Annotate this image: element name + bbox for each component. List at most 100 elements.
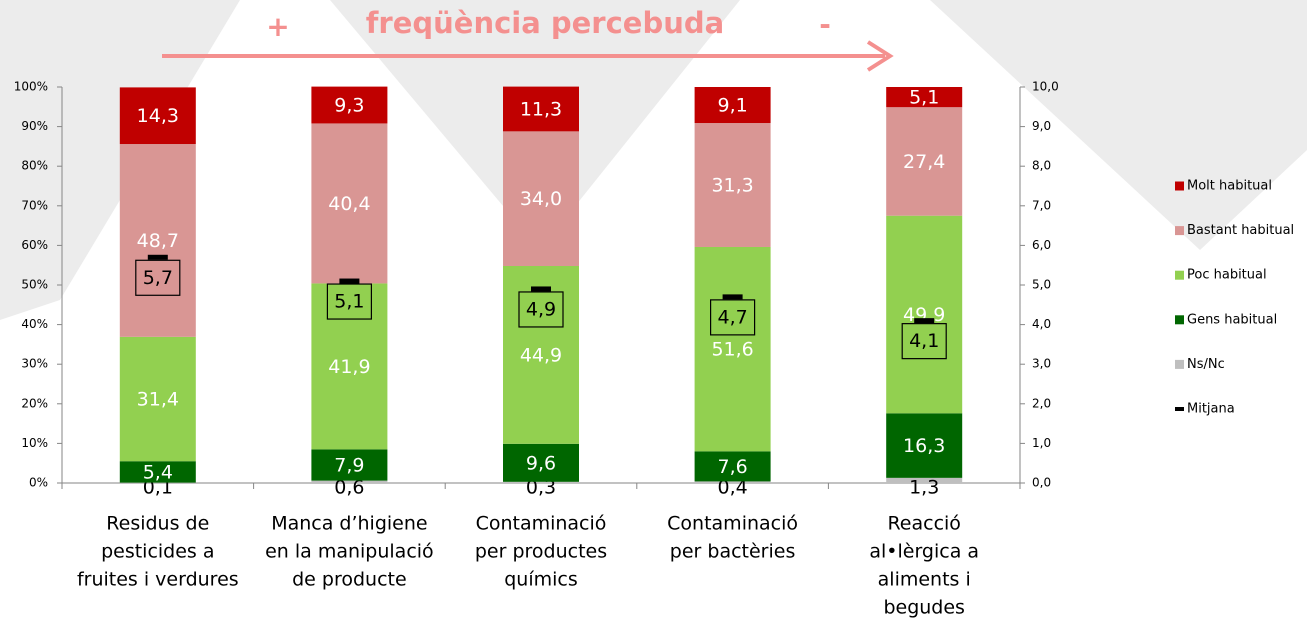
bar-segment bbox=[119, 144, 196, 337]
y-tick-label: 100% bbox=[14, 80, 48, 94]
bar-segment bbox=[311, 480, 388, 483]
x-tick-label: pesticides a bbox=[101, 541, 214, 563]
x-tick-label: per productes bbox=[475, 541, 607, 563]
mean-label: 5,1 bbox=[334, 291, 364, 313]
y2-tick-label: 2,0 bbox=[1032, 396, 1051, 410]
bar-segment bbox=[311, 123, 388, 284]
x-tick-label: al•lèrgica a bbox=[869, 541, 979, 563]
bar-segment bbox=[886, 413, 963, 478]
legend-label: Mitjana bbox=[1187, 402, 1235, 417]
watermark bbox=[930, 0, 1307, 250]
value-label: 9,6 bbox=[526, 452, 556, 474]
legend-label: Gens habitual bbox=[1187, 312, 1277, 327]
mean-box bbox=[518, 291, 564, 328]
y-tick-label: 80% bbox=[21, 159, 48, 173]
value-label: 49,9 bbox=[903, 304, 945, 326]
legend-label: Poc habitual bbox=[1187, 268, 1267, 283]
annotation: + bbox=[266, 10, 289, 43]
x-tick-label: Contaminació bbox=[476, 513, 607, 535]
value-label: 0,3 bbox=[526, 477, 556, 499]
value-label: 1,3 bbox=[909, 477, 939, 499]
value-label: 31,3 bbox=[711, 175, 753, 197]
value-label: 9,3 bbox=[334, 95, 364, 117]
x-tick-label: Contaminació bbox=[667, 513, 798, 535]
legend-swatch bbox=[1175, 315, 1184, 325]
x-tick-label: Residus de bbox=[106, 513, 209, 535]
bar-segment bbox=[503, 131, 579, 266]
x-tick-label: Reacció bbox=[887, 513, 960, 535]
y2-tick-label: 0,0 bbox=[1032, 476, 1051, 490]
value-label: 44,9 bbox=[520, 344, 562, 366]
mean-label: 4,7 bbox=[717, 306, 747, 328]
chart-title: freqüència percebuda bbox=[366, 6, 724, 40]
bar-segment bbox=[694, 87, 771, 124]
bar-segment bbox=[119, 336, 196, 462]
bar-segment bbox=[503, 481, 579, 483]
y2-tick-label: 10,0 bbox=[1032, 80, 1059, 94]
mean-box bbox=[135, 259, 181, 296]
legend-swatch bbox=[1175, 407, 1184, 411]
bar-segment bbox=[886, 87, 963, 108]
bar-segment bbox=[694, 246, 771, 452]
bar-segment bbox=[503, 443, 579, 482]
legend-label: Ns/Nc bbox=[1187, 357, 1225, 372]
value-label: 31,4 bbox=[137, 389, 179, 411]
x-tick-label: en la manipulació bbox=[265, 541, 434, 563]
y-tick-label: 60% bbox=[21, 238, 48, 252]
bar-segment bbox=[119, 461, 196, 483]
y2-tick-label: 5,0 bbox=[1032, 278, 1051, 292]
x-tick-label: aliments i bbox=[878, 569, 971, 591]
x-tick-label: begudes bbox=[883, 597, 965, 619]
y2-tick-label: 1,0 bbox=[1032, 436, 1051, 450]
y2-tick-label: 4,0 bbox=[1032, 317, 1051, 331]
y2-tick-label: 6,0 bbox=[1032, 238, 1051, 252]
legend-swatch bbox=[1175, 270, 1184, 280]
x-tick-label: per bactèries bbox=[670, 541, 796, 563]
value-label: 27,4 bbox=[903, 151, 945, 173]
y-tick-label: 10% bbox=[21, 436, 48, 450]
bar-segment bbox=[694, 123, 771, 247]
legend-swatch bbox=[1175, 359, 1184, 369]
value-label: 9,1 bbox=[717, 95, 747, 117]
x-tick-label: químics bbox=[504, 569, 578, 591]
value-label: 40,4 bbox=[328, 193, 370, 215]
value-label: 41,9 bbox=[328, 356, 370, 378]
bar-segment bbox=[311, 283, 388, 450]
y-tick-label: 40% bbox=[21, 317, 48, 331]
bar-segment bbox=[311, 449, 388, 481]
x-tick-label: de producte bbox=[292, 569, 407, 591]
mean-marker bbox=[147, 254, 168, 260]
bar-segment bbox=[503, 86, 579, 132]
y2-tick-label: 8,0 bbox=[1032, 159, 1051, 173]
value-label: 5,4 bbox=[143, 461, 173, 483]
y-tick-label: 90% bbox=[21, 119, 48, 133]
arrow-head bbox=[866, 40, 894, 72]
y2-tick-label: 3,0 bbox=[1032, 357, 1051, 371]
value-label: 14,3 bbox=[137, 105, 179, 127]
value-label: 0,4 bbox=[717, 477, 747, 499]
mean-marker bbox=[339, 278, 360, 284]
mean-label: 5,7 bbox=[143, 267, 173, 289]
value-label: 7,9 bbox=[334, 454, 364, 476]
legend-swatch bbox=[1175, 181, 1184, 191]
value-label: 48,7 bbox=[137, 230, 179, 252]
mean-label: 4,9 bbox=[526, 298, 556, 320]
value-label: 7,6 bbox=[717, 456, 747, 478]
bar-segment bbox=[886, 107, 963, 216]
value-label: 0,6 bbox=[334, 477, 364, 499]
y2-tick-label: 7,0 bbox=[1032, 198, 1051, 212]
y-tick-label: 0% bbox=[29, 476, 48, 490]
value-label: 51,6 bbox=[711, 339, 753, 361]
y-tick-label: 50% bbox=[21, 278, 48, 292]
y2-tick-label: 9,0 bbox=[1032, 119, 1051, 133]
mean-box bbox=[709, 299, 756, 336]
value-label: 16,3 bbox=[903, 435, 945, 457]
legend-label: Bastant habitual bbox=[1187, 223, 1294, 238]
bar-segment bbox=[311, 86, 388, 124]
mean-box bbox=[326, 283, 372, 320]
y-tick-label: 70% bbox=[21, 198, 48, 212]
mean-marker bbox=[722, 294, 743, 300]
bar-segment bbox=[694, 481, 771, 483]
value-label: 5,1 bbox=[909, 87, 939, 109]
bar-segment bbox=[119, 87, 196, 145]
